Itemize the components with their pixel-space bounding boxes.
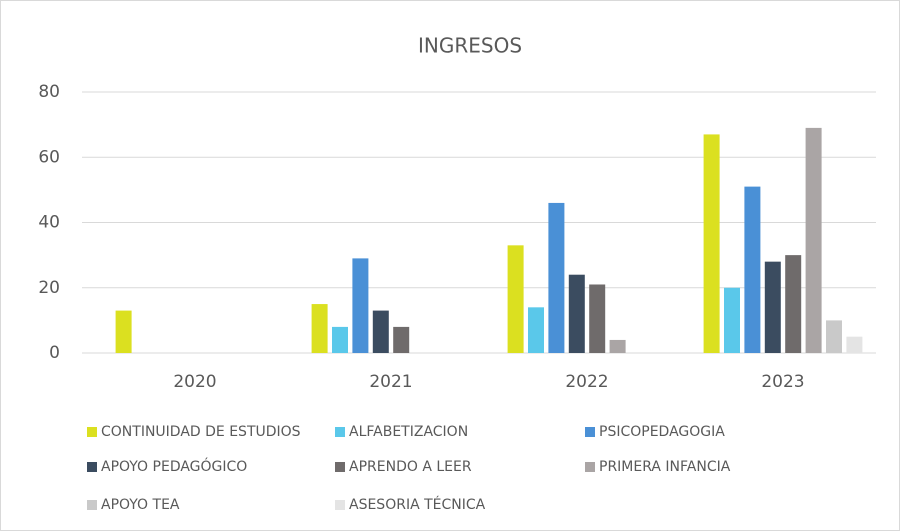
bar xyxy=(372,310,389,353)
y-tick-label: 80 xyxy=(38,82,60,102)
legend-label: APRENDO A LEER xyxy=(349,459,472,475)
bar xyxy=(785,255,802,353)
bar xyxy=(609,339,626,353)
x-tick-label: 2020 xyxy=(173,372,216,392)
legend-label: APOYO PEDAGÓGICO xyxy=(101,457,247,475)
bar xyxy=(352,258,369,353)
chart-title: INGRESOS xyxy=(418,34,522,58)
legend-label: APOYO TEA xyxy=(101,497,180,513)
bar xyxy=(568,274,585,353)
bar xyxy=(764,261,781,353)
y-tick-label: 20 xyxy=(38,278,60,298)
legend-swatch xyxy=(87,462,97,472)
bar xyxy=(703,134,720,353)
legend-label: PRIMERA INFANCIA xyxy=(599,459,731,475)
legend-swatch xyxy=(335,462,345,472)
bar xyxy=(805,127,822,353)
legend-swatch xyxy=(87,427,97,437)
legend-swatch xyxy=(585,462,595,472)
bar xyxy=(744,186,761,353)
legend-swatch xyxy=(87,500,97,510)
legend-swatch xyxy=(335,427,345,437)
legend-label: CONTINUIDAD DE ESTUDIOS xyxy=(101,424,301,440)
legend-swatch xyxy=(585,427,595,437)
x-tick-label: 2023 xyxy=(761,372,804,392)
bar xyxy=(846,336,863,353)
y-tick-label: 0 xyxy=(49,343,60,363)
y-tick-label: 40 xyxy=(38,213,60,233)
bar xyxy=(507,245,524,353)
x-tick-label: 2021 xyxy=(369,372,412,392)
legend-label: ASESORIA TÉCNICA xyxy=(349,496,486,513)
bar xyxy=(548,202,565,353)
legend-label: ALFABETIZACION xyxy=(349,424,468,440)
bar xyxy=(393,326,410,353)
bar xyxy=(826,320,842,353)
y-tick-label: 60 xyxy=(38,147,60,167)
x-tick-label: 2022 xyxy=(565,372,608,392)
bar xyxy=(528,307,544,353)
bar xyxy=(332,326,348,353)
bar xyxy=(311,304,328,353)
bar xyxy=(589,284,606,353)
bar xyxy=(724,287,740,353)
bar xyxy=(115,310,132,353)
legend-label: PSICOPEDAGOGIA xyxy=(599,424,725,440)
legend-swatch xyxy=(335,500,345,510)
